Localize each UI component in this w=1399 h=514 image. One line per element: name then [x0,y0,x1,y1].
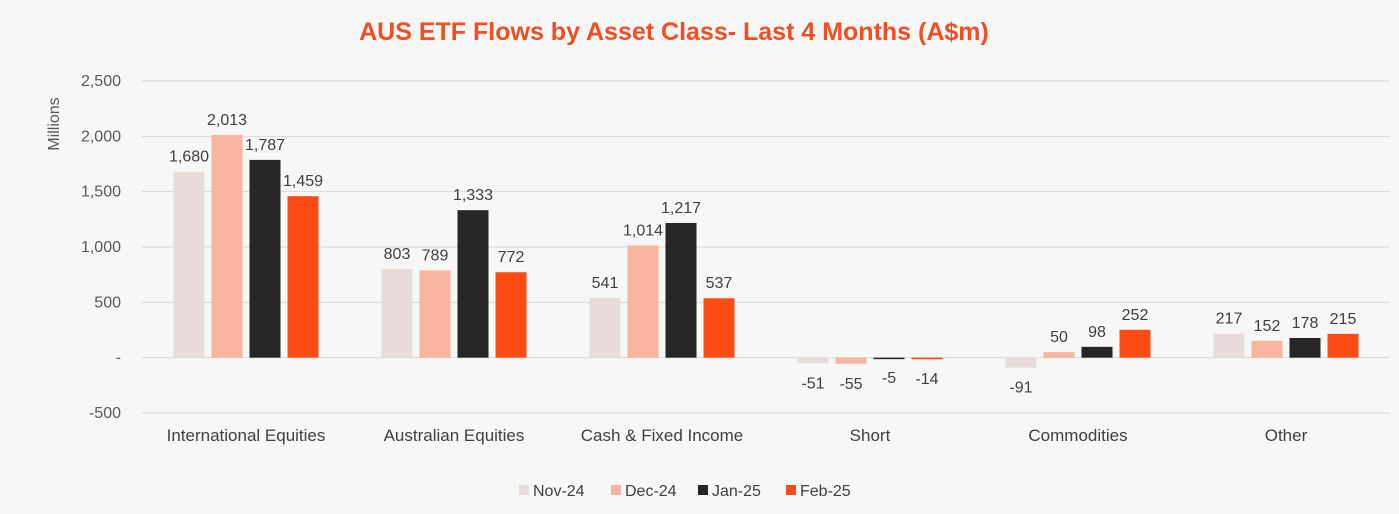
legend: Nov-24 Dec-24 Jan-25 Feb-25 [519,483,851,500]
bar [211,134,243,358]
gridlines [142,80,1390,414]
data-label: 537 [706,275,733,292]
y-tick-label: 500 [94,294,121,311]
bar [589,297,621,358]
data-label: 772 [498,249,525,266]
legend-label: Jan-25 [712,483,761,500]
x-category-label: Australian Equities [384,426,525,445]
bar [1213,333,1245,358]
data-label: 2,013 [207,112,247,129]
bar [1119,329,1151,358]
x-category-label: Short [850,426,891,445]
data-label: 152 [1254,318,1281,335]
bar [1251,340,1283,358]
bar [665,222,697,358]
data-label: 1,333 [453,187,493,204]
data-label: 1,459 [283,173,323,190]
bar [1081,346,1113,358]
legend-item: Feb-25 [786,483,851,500]
legend-swatch [611,485,621,495]
x-category-label: Commodities [1028,426,1127,445]
data-labels: 1,680 2,013 1,787 1,459 803 789 1,333 772 541 1,0… [169,112,1356,397]
bar [457,210,489,358]
x-axis-categories: International Equities Australian Equitie… [167,426,1308,445]
data-label: 789 [422,247,449,264]
bar [835,357,867,364]
data-label: -91 [1009,380,1032,397]
legend-item: Dec-24 [611,483,677,500]
bars [173,134,1359,368]
y-tick-label: 2,000 [81,128,121,145]
x-category-label: Other [1265,426,1308,445]
y-axis-title: Millions [46,97,63,150]
y-tick-label: - [116,350,121,367]
x-category-label: International Equities [167,426,326,445]
x-category-label: Cash & Fixed Income [581,426,744,445]
legend-label: Feb-25 [800,483,851,500]
data-label: 252 [1122,307,1149,324]
bar [911,357,943,360]
data-label: -5 [882,370,896,387]
y-axis-ticks: 2,500 2,000 1,500 1,000 500 - -500 [81,73,121,422]
y-tick-label: 1,500 [81,184,121,201]
data-label: 541 [592,275,619,292]
data-label: -51 [801,375,824,392]
data-label: 1,787 [245,137,285,154]
chart-title: AUS ETF Flows by Asset Class- Last 4 Mon… [359,18,989,46]
bar [1005,357,1037,368]
bar [1289,337,1321,358]
y-tick-label: 1,000 [81,239,121,256]
data-label: 803 [384,246,411,263]
bar [1327,333,1359,358]
data-label: 215 [1330,311,1357,328]
bar [381,268,413,358]
legend-swatch [698,485,708,495]
data-label: 1,680 [169,149,209,166]
legend-item: Jan-25 [698,483,761,500]
bar [873,357,905,360]
bar [1043,352,1075,358]
bar [703,298,735,358]
legend-swatch [786,485,796,495]
data-label: -55 [839,376,862,393]
bar [627,245,659,358]
bar [797,357,829,364]
y-tick-label: 2,500 [81,73,121,90]
data-label: 217 [1216,311,1243,328]
bar [419,270,451,358]
data-label: 98 [1088,324,1106,341]
data-label: 178 [1292,315,1319,332]
data-label: 50 [1050,329,1068,346]
bar [249,159,281,358]
data-label: 1,014 [623,222,663,239]
bar [287,196,319,358]
bar [173,171,205,358]
legend-label: Dec-24 [625,483,677,500]
legend-label: Nov-24 [533,483,585,500]
legend-item: Nov-24 [519,483,585,500]
bar [495,272,527,358]
data-label: 1,217 [661,200,701,217]
data-label: -14 [915,371,938,388]
legend-swatch [519,485,529,495]
y-tick-label: -500 [89,405,121,422]
